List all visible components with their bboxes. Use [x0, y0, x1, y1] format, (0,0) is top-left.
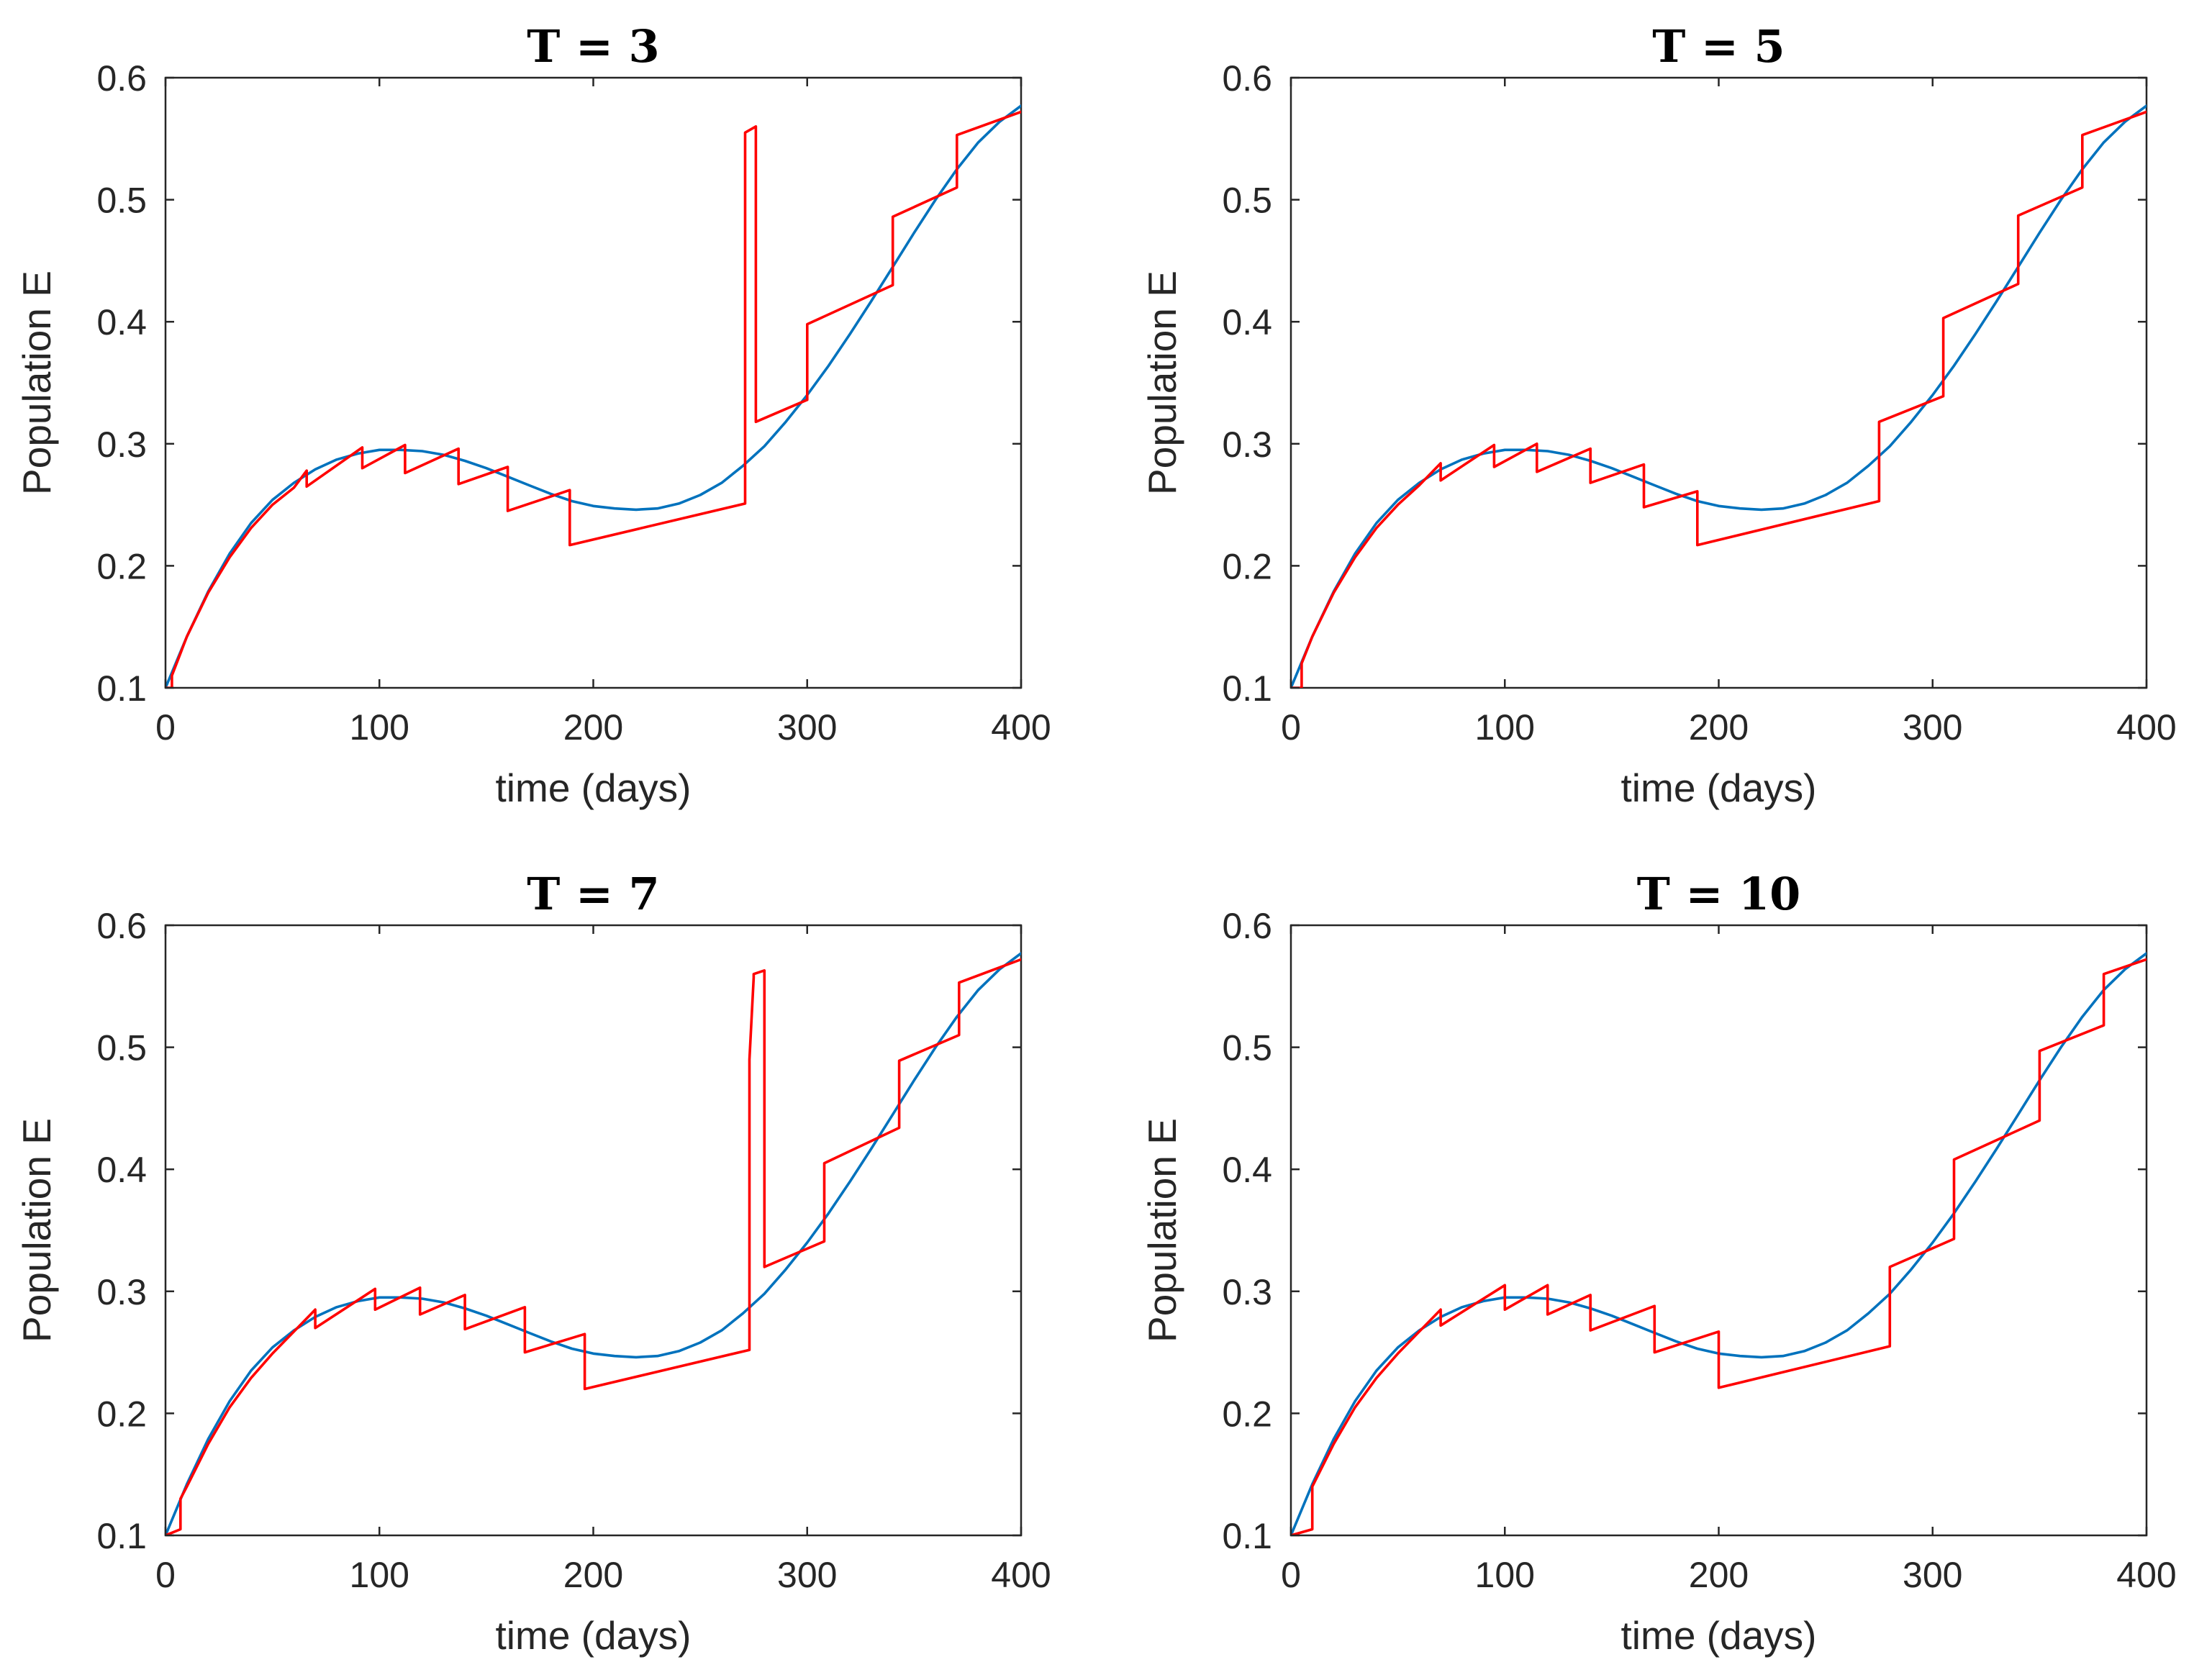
y-tick-label: 0.3: [1222, 1272, 1272, 1312]
x-axis-label: time (days): [496, 766, 692, 810]
y-tick-label: 0.3: [96, 424, 147, 465]
x-axis-label: time (days): [1621, 1613, 1817, 1658]
x-tick-label: 400: [991, 1555, 1051, 1595]
blue-series-line: [166, 104, 1021, 688]
x-tick-label: 200: [563, 1555, 623, 1595]
x-tick-label: 100: [1475, 1555, 1535, 1595]
y-tick-label: 0.6: [96, 906, 147, 946]
x-tick-label: 400: [2116, 1555, 2176, 1595]
x-tick-label: 200: [1689, 707, 1749, 748]
red-series-line: [1291, 110, 2147, 688]
y-tick-label: 0.2: [96, 1394, 147, 1434]
plot-area: [1289, 76, 2148, 689]
y-tick-label: 0.5: [96, 1028, 147, 1068]
y-axis-label: Population E: [1140, 1118, 1184, 1343]
y-tick-label: 0.4: [96, 302, 147, 342]
y-tick-label: 0.1: [1222, 668, 1272, 709]
x-tick-label: 300: [777, 707, 837, 748]
y-tick-label: 0.4: [1222, 1150, 1272, 1190]
plot-area: [164, 76, 1023, 689]
y-axis-label: Population E: [1140, 271, 1184, 495]
x-tick-label: 100: [1475, 707, 1535, 748]
x-tick-label: 0: [155, 707, 176, 748]
x-tick-label: 300: [1903, 707, 1962, 748]
y-tick-label: 0.3: [96, 1272, 147, 1312]
x-tick-label: 100: [350, 707, 409, 748]
y-axis-label: Population E: [14, 1118, 59, 1343]
x-axis-label: time (days): [496, 1613, 692, 1658]
x-tick-label: 100: [350, 1555, 409, 1595]
red-series-line: [1291, 958, 2147, 1535]
y-axis-label: Population E: [14, 271, 59, 495]
x-axis-label: time (days): [1621, 766, 1817, 810]
y-tick-label: 0.6: [1222, 58, 1272, 99]
red-series-line: [166, 110, 1021, 688]
x-tick-label: 200: [563, 707, 623, 748]
x-tick-label: 400: [2116, 707, 2176, 748]
y-tick-label: 0.4: [1222, 302, 1272, 342]
y-tick-label: 0.3: [1222, 424, 1272, 465]
y-tick-label: 0.1: [1222, 1516, 1272, 1556]
subplot-4: 0 100 200 300 400 0.1 0.2 0.3 0.4 0.5 0.6 T = 10 tim…: [1140, 868, 2177, 1658]
subplot-1: 0 100 200 300 400 0.1 0.2 0.3 0.4 0.5 0.6 T = 3 time…: [14, 20, 1051, 810]
subplot-title: T = 10: [1637, 868, 1801, 920]
x-tick-label: 300: [1903, 1555, 1962, 1595]
y-tick-label: 0.5: [1222, 1028, 1272, 1068]
subplot-3: 0 100 200 300 400 0.1 0.2 0.3 0.4 0.5 0.6 T = 7 time…: [14, 868, 1051, 1658]
x-tick-label: 0: [1281, 707, 1301, 748]
x-tick-label: 0: [155, 1555, 176, 1595]
y-tick-label: 0.5: [1222, 181, 1272, 221]
plot-area: [164, 924, 1023, 1537]
subplot-title: T = 7: [527, 868, 659, 920]
x-tick-label: 0: [1281, 1555, 1301, 1595]
y-tick-label: 0.1: [96, 668, 147, 709]
y-tick-label: 0.2: [96, 546, 147, 586]
y-tick-label: 0.1: [96, 1516, 147, 1556]
red-series-line: [166, 958, 1021, 1535]
y-tick-label: 0.5: [96, 181, 147, 221]
subplot-title: T = 5: [1652, 20, 1785, 73]
subplot-title: T = 3: [527, 20, 659, 73]
y-tick-label: 0.2: [1222, 1394, 1272, 1434]
x-tick-label: 300: [777, 1555, 837, 1595]
x-tick-label: 200: [1689, 1555, 1749, 1595]
y-tick-label: 0.4: [96, 1150, 147, 1190]
y-tick-label: 0.6: [96, 58, 147, 99]
subplot-2: 0 100 200 300 400 0.1 0.2 0.3 0.4 0.5 0.6 T = 5 time…: [1140, 20, 2177, 810]
plot-area: [1289, 924, 2148, 1537]
y-tick-label: 0.2: [1222, 546, 1272, 586]
x-tick-label: 400: [991, 707, 1051, 748]
y-tick-label: 0.6: [1222, 906, 1272, 946]
